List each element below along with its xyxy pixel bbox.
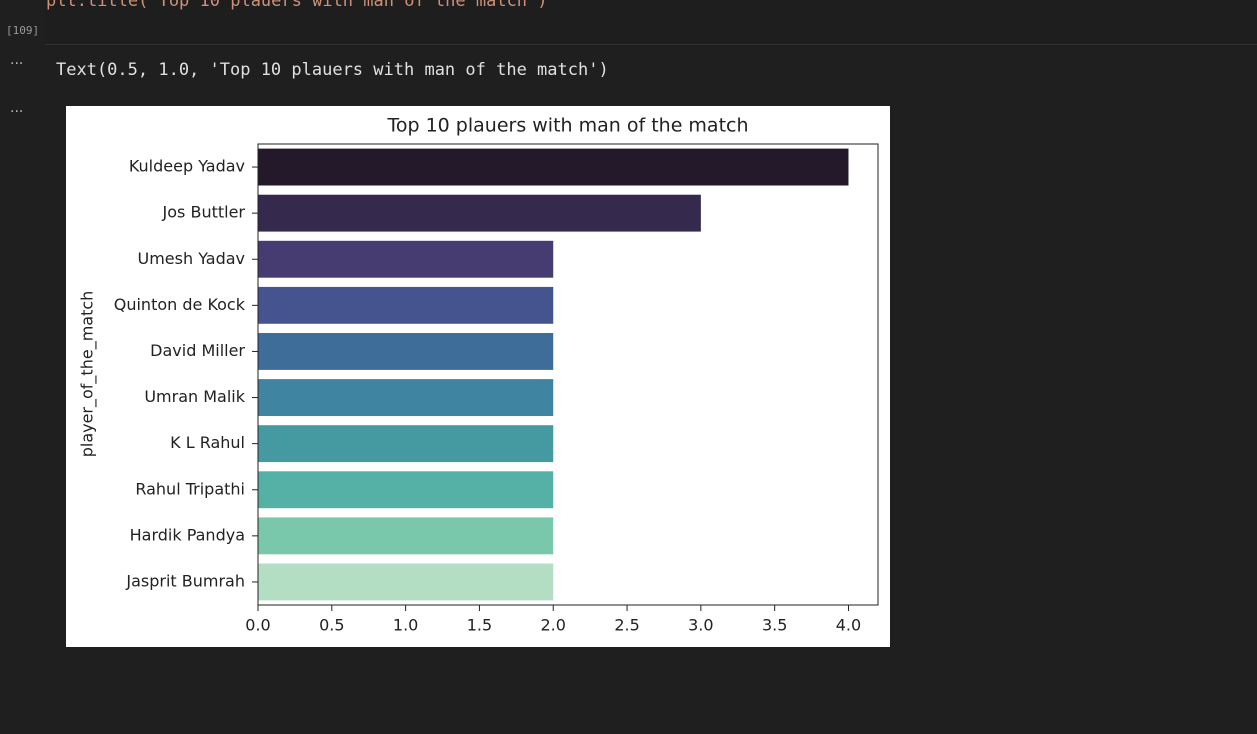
x-tick-label: 1.0 bbox=[393, 616, 418, 635]
bar bbox=[258, 240, 554, 278]
bar bbox=[258, 425, 554, 463]
bar bbox=[258, 563, 554, 601]
y-tick-label: Hardik Pandya bbox=[130, 525, 245, 544]
output-menu[interactable]: ··· bbox=[10, 104, 24, 120]
x-tick-label: 0.0 bbox=[245, 616, 270, 635]
bar bbox=[258, 286, 554, 324]
y-tick-label: K L Rahul bbox=[170, 433, 245, 452]
y-tick-label: Umesh Yadav bbox=[137, 249, 245, 268]
chart: Top 10 plauers with man of the match pla… bbox=[66, 106, 890, 647]
code-cell[interactable] bbox=[46, 0, 1257, 45]
bar bbox=[258, 379, 554, 416]
bar bbox=[258, 471, 554, 509]
y-tick-label: Quinton de Kock bbox=[114, 295, 246, 314]
plot-frame bbox=[257, 143, 879, 606]
y-tick-label: Rahul Tripathi bbox=[135, 479, 245, 498]
y-tick-label: Kuldeep Yadav bbox=[129, 157, 245, 176]
y-axis-label: player_of_the_match bbox=[78, 291, 98, 458]
y-tick-label: David Miller bbox=[150, 341, 245, 360]
y-tick-label: Jasprit Bumrah bbox=[125, 571, 245, 590]
x-tick-label: 1.5 bbox=[467, 616, 492, 635]
bar bbox=[258, 333, 554, 370]
bar bbox=[258, 517, 554, 555]
bar bbox=[258, 148, 849, 186]
x-tick-label: 0.5 bbox=[319, 616, 344, 635]
x-tick-label: 3.5 bbox=[762, 616, 787, 635]
x-tick-label: 3.0 bbox=[688, 616, 713, 635]
y-tick-label: Jos Buttler bbox=[162, 203, 246, 222]
x-tick-label: 2.0 bbox=[541, 616, 566, 635]
bar bbox=[258, 194, 701, 232]
output-menu[interactable]: ··· bbox=[10, 56, 24, 72]
chart-title: Top 10 plauers with man of the match bbox=[386, 115, 748, 137]
execution-count: [109] bbox=[6, 24, 40, 37]
output-text: Text(0.5, 1.0, 'Top 10 plauers with man … bbox=[56, 60, 609, 80]
x-tick-label: 2.5 bbox=[614, 616, 639, 635]
code-line: plt.title('Top 10 plauers with man of th… bbox=[46, 0, 548, 11]
y-tick-label: Umran Malik bbox=[144, 387, 245, 406]
x-tick-label: 4.0 bbox=[836, 616, 861, 635]
